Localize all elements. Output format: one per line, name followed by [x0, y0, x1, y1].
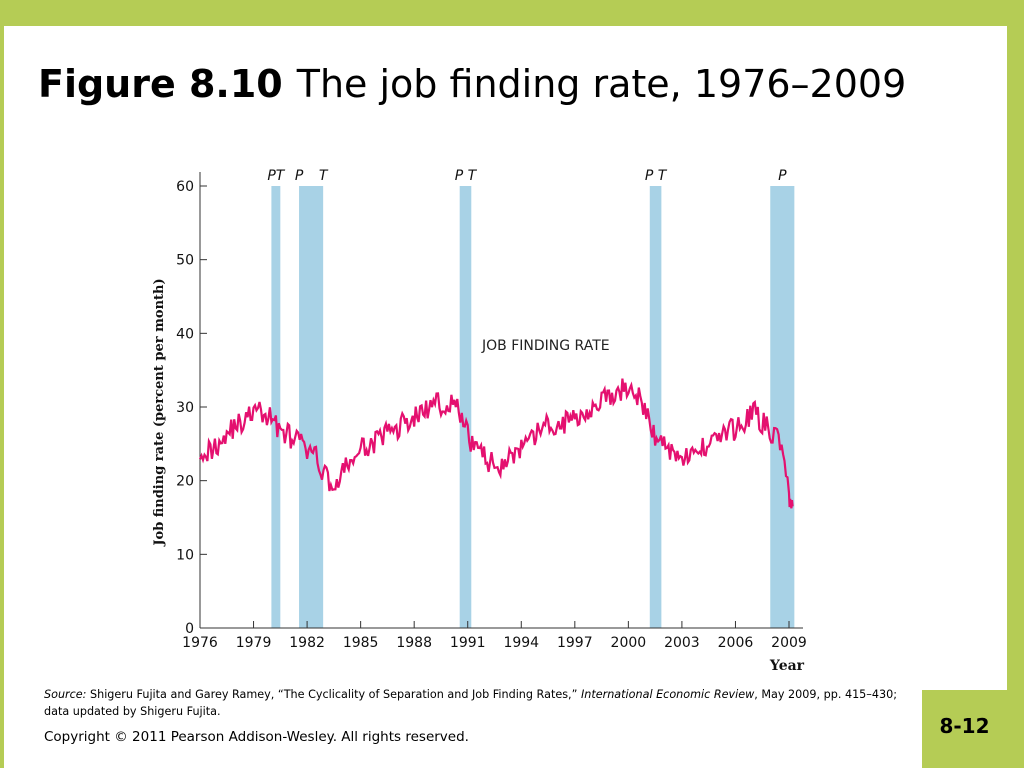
series-annotation: JOB FINDING RATE — [481, 338, 610, 354]
y-tick-label: 40 — [176, 326, 194, 342]
x-tick-label: 2006 — [718, 635, 754, 651]
y-tick-label: 20 — [176, 474, 194, 490]
peak-trough-label: P T — [645, 168, 668, 184]
y-tick-label: 30 — [176, 400, 194, 416]
figure-number: Figure 8.10 — [38, 62, 283, 106]
figure-caption: The job finding rate, 1976–2009 — [296, 62, 907, 106]
page-number-badge — [922, 690, 1024, 768]
right-frame-bar — [1007, 0, 1024, 768]
peak-trough-label: P — [778, 168, 787, 184]
source-tail: , May 2009, pp. 415–430; data updated by… — [44, 688, 898, 718]
page-number: 8-12 — [939, 714, 990, 738]
peak-trough-label: P — [295, 168, 304, 184]
x-tick-label: 1988 — [396, 635, 432, 651]
top-frame-bar — [0, 0, 1024, 26]
copyright-notice: Copyright © 2011 Pearson Addison-Wesley.… — [44, 729, 469, 745]
recession-bar-1 — [271, 186, 281, 628]
recession-bar-3 — [459, 186, 472, 628]
y-tick-label: 50 — [176, 253, 194, 269]
recession-bar-4 — [649, 186, 662, 628]
y-tick-label: 60 — [176, 179, 194, 195]
y-tick-label: 10 — [176, 547, 194, 563]
peak-trough-label: PT — [267, 168, 285, 184]
recession-bar-5 — [770, 186, 795, 628]
job-finding-rate-line — [198, 378, 794, 509]
peak-trough-label: P T — [455, 168, 478, 184]
x-tick-label: 2009 — [771, 635, 807, 651]
recession-bar-2 — [299, 186, 324, 628]
y-tick-label: 0 — [185, 621, 194, 637]
slide-title: Figure 8.10 The job finding rate, 1976–20… — [38, 62, 906, 106]
peak-trough-label: T — [319, 168, 329, 184]
recession-bars — [271, 186, 795, 628]
x-axis-label: Year — [769, 658, 805, 674]
source-label: Source: — [44, 688, 87, 701]
left-frame-bar — [0, 0, 4, 768]
x-tick-label: 2003 — [664, 635, 700, 651]
chart-axes: 0 10 20 30 40 50 60 1976 1979 1982 1985 1988 1991 199… — [176, 172, 807, 651]
x-tick-label: 1994 — [503, 635, 539, 651]
y-axis-label: Job finding rate (percent per month) — [152, 278, 167, 546]
source-note: Source: Shigeru Fujita and Garey Ramey, … — [44, 686, 906, 720]
x-tick-label: 1982 — [289, 635, 325, 651]
x-tick-label: 1979 — [236, 635, 272, 651]
x-tick-label: 2000 — [611, 635, 647, 651]
source-text: Shigeru Fujita and Garey Ramey, “The Cyc… — [86, 688, 581, 701]
x-tick-label: 1976 — [182, 635, 218, 651]
source-journal: International Economic Review — [580, 688, 755, 701]
x-tick-label: 1997 — [557, 635, 593, 651]
x-tick-label: 1985 — [343, 635, 379, 651]
x-tick-label: 1991 — [450, 635, 486, 651]
